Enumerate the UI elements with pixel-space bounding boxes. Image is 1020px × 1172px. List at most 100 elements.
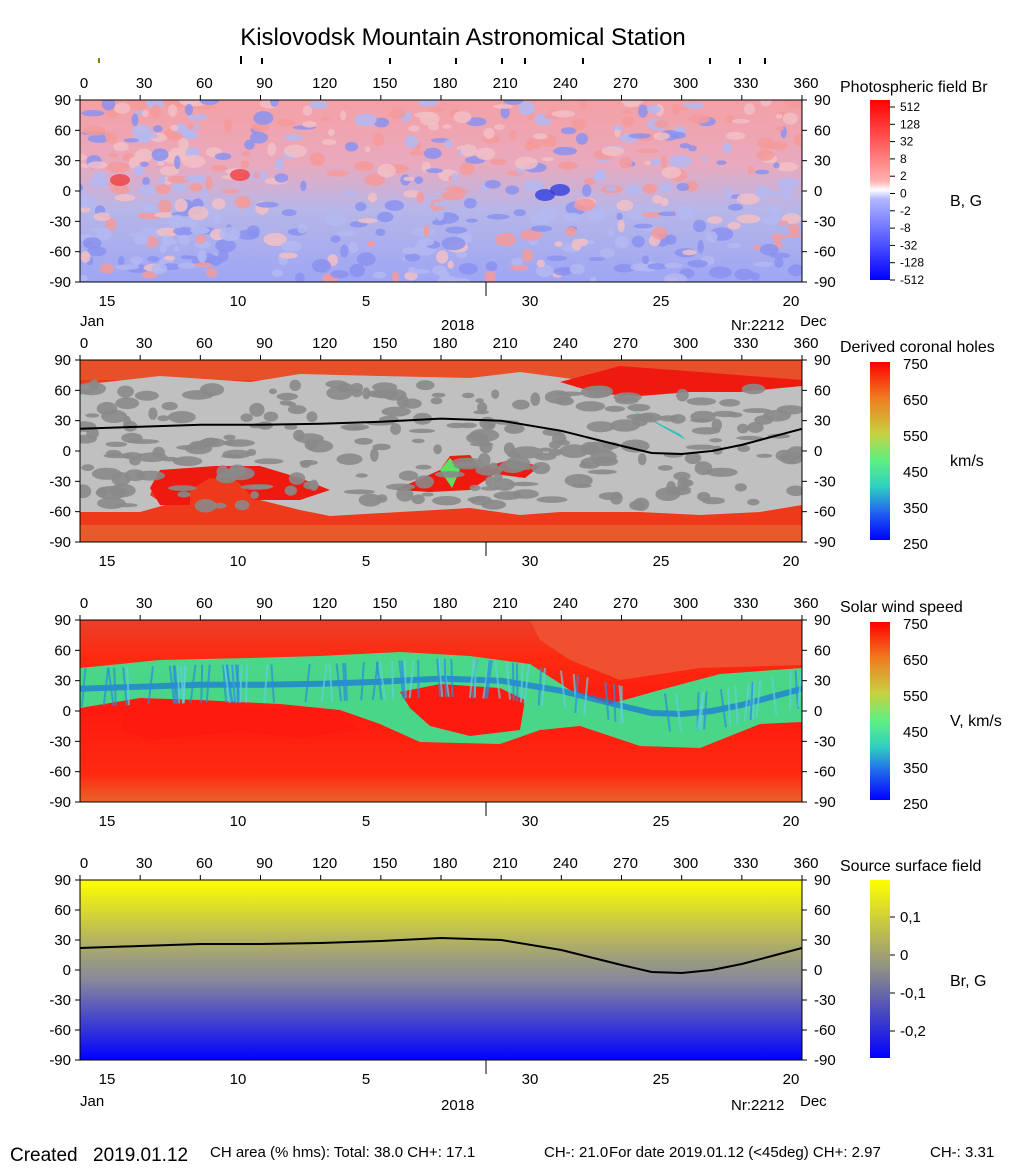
colorbar-tick-label: 650 [903, 652, 928, 669]
longitude-tick-label: 90 [256, 335, 273, 352]
source-surface-panel [79, 879, 803, 1061]
unit-source-surface: Br, G [950, 973, 986, 990]
colorbar-tick-label: 2 [900, 169, 907, 183]
footer-created-label: Created [10, 1145, 78, 1166]
solar-wind-colorbar [870, 622, 890, 800]
date-tick-label: 25 [653, 1071, 670, 1088]
date-tick-label: 10 [230, 1071, 247, 1088]
longitude-tick-label: 300 [673, 855, 698, 872]
date-tick-label: 25 [653, 813, 670, 830]
latitude-label-right: -90 [814, 1052, 836, 1069]
longitude-tick-label: 300 [673, 75, 698, 92]
footer-ch-minus-date: CH-: 3.31 [930, 1144, 994, 1161]
longitude-tick-label: 210 [493, 75, 518, 92]
latitude-label-left: 30 [54, 673, 71, 690]
longitude-tick-label: 360 [793, 335, 818, 352]
neutral-line [80, 417, 802, 456]
latitude-label-right: -60 [814, 244, 836, 261]
colorbar-tick-label: -32 [900, 238, 918, 252]
longitude-tick-label: 180 [432, 855, 457, 872]
latitude-label-left: 30 [54, 413, 71, 430]
latitude-label-right: -30 [814, 213, 836, 230]
photospheric-colorbar [870, 100, 890, 280]
latitude-label-right: -60 [814, 764, 836, 781]
longitude-tick-label: 180 [432, 75, 457, 92]
date-tick-label: 5 [362, 553, 370, 570]
date-tick-label: 30 [522, 293, 539, 310]
photospheric-field-pattern [80, 100, 802, 282]
longitude-tick-label: 300 [673, 595, 698, 612]
colorbar-tick-label: 450 [903, 724, 928, 741]
colorbar-tick-label: 0 [900, 187, 907, 201]
colorbar-tick-label: 0 [900, 947, 908, 964]
footer-ch-minus: CH-: 21.0 [544, 1144, 608, 1161]
closed-field-mottle [80, 379, 802, 513]
colorbar-tick-label: 750 [903, 616, 928, 633]
longitude-tick-label: 360 [793, 855, 818, 872]
date-tick-label: 10 [230, 553, 247, 570]
longitude-tick-label: 330 [733, 595, 758, 612]
date-tick-label: 15 [99, 813, 116, 830]
year-label-bottom: 2018 [441, 1097, 474, 1114]
longitude-tick-label: 330 [733, 335, 758, 352]
year-label: 2018 [441, 317, 474, 334]
latitude-label-right: 30 [814, 673, 831, 690]
longitude-tick-label: 120 [312, 855, 337, 872]
longitude-tick-label: 0 [80, 855, 88, 872]
latitude-label-right: -30 [814, 473, 836, 490]
date-tick-label: 25 [653, 553, 670, 570]
longitude-tick-label: 90 [256, 595, 273, 612]
longitude-tick-label: 0 [80, 335, 88, 352]
longitude-tick-label: 30 [136, 335, 153, 352]
footer-created-date: 2019.01.12 [93, 1145, 188, 1166]
colorbar-tick-label: 512 [900, 100, 920, 114]
rotation-tick-marks [98, 56, 766, 64]
latitude-label-left: 30 [54, 932, 71, 949]
latitude-label-right: 0 [814, 962, 822, 979]
latitude-label-left: -90 [49, 534, 71, 551]
longitude-tick-label: 90 [256, 75, 273, 92]
latitude-label-right: -30 [814, 992, 836, 1009]
date-tick-label: 20 [783, 553, 800, 570]
longitude-tick-label: 30 [136, 855, 153, 872]
colorbar-tick-label: 550 [903, 428, 928, 445]
latitude-label-right: 0 [814, 183, 822, 200]
longitude-tick-label: 120 [312, 595, 337, 612]
month-label-dec-bottom: Dec [800, 1093, 827, 1110]
panel-title-coronal-holes: Derived coronal holes [840, 339, 995, 356]
longitude-tick-label: 60 [196, 855, 213, 872]
colorbar-tick-label: 128 [900, 117, 920, 131]
date-tick-label: 5 [362, 813, 370, 830]
latitude-label-left: 0 [63, 962, 71, 979]
latitude-label-left: -30 [49, 473, 71, 490]
latitude-label-left: 0 [63, 703, 71, 720]
colorbar-tick-label: 550 [903, 688, 928, 705]
latitude-label-right: 90 [814, 92, 831, 109]
latitude-label-left: 90 [54, 92, 71, 109]
colorbar-tick-label: 0,1 [900, 909, 921, 926]
longitude-tick-label: 240 [553, 335, 578, 352]
footer-for-date: For date 2019.01.12 (<45deg) CH+: 2.97 [609, 1144, 881, 1161]
month-label-jan: Jan [80, 313, 104, 330]
latitude-label-right: 90 [814, 352, 831, 369]
latitude-label-right: -90 [814, 794, 836, 811]
date-tick-label: 5 [362, 293, 370, 310]
colorbar-tick-label: -512 [900, 273, 924, 287]
footer-ch-area: CH area (% hms): Total: 38.0 CH+: 17.1 [210, 1144, 475, 1161]
latitude-label-right: 60 [814, 382, 831, 399]
longitude-tick-label: 270 [613, 855, 638, 872]
panel-title-photospheric: Photospheric field Br [840, 79, 988, 96]
latitude-label-right: -30 [814, 733, 836, 750]
longitude-tick-label: 30 [136, 595, 153, 612]
colorbar-tick-label: -0,1 [900, 985, 926, 1002]
latitude-label-left: 60 [54, 122, 71, 139]
colorbar-tick-label: 750 [903, 356, 928, 373]
date-tick-label: 30 [522, 1071, 539, 1088]
colorbar-tick-label: 250 [903, 796, 928, 813]
longitude-tick-label: 180 [432, 335, 457, 352]
date-tick-label: 20 [783, 1071, 800, 1088]
date-tick-label: 25 [653, 293, 670, 310]
